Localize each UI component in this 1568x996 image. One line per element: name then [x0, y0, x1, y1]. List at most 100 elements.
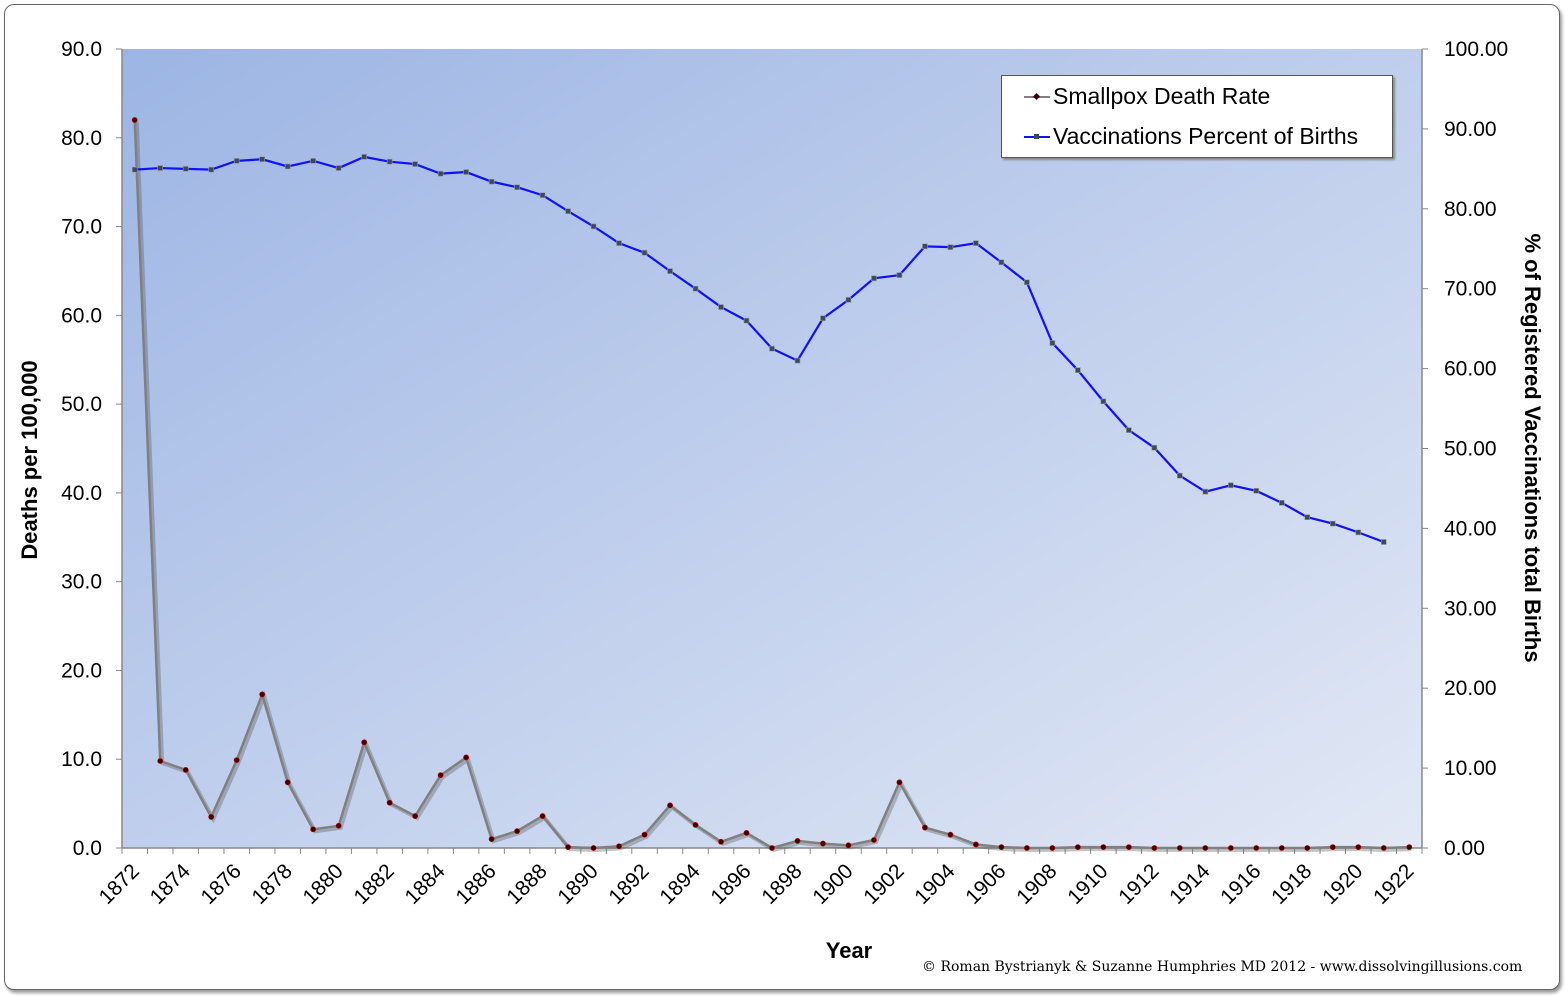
- smallpox-point: [1049, 845, 1056, 851]
- smallpox-point: [845, 842, 852, 849]
- smallpox-point: [947, 831, 954, 838]
- x-tick-label: 1914: [1165, 859, 1215, 909]
- smallpox-point: [871, 837, 877, 843]
- legend-label-vaccinations: Vaccinations Percent of Births: [1053, 123, 1359, 149]
- smallpox-point: [1329, 844, 1336, 851]
- smallpox-point: [794, 837, 801, 844]
- vaccination-point: [820, 315, 826, 322]
- x-tick-label: 1880: [299, 860, 348, 909]
- left-tick-label: 30.0: [61, 571, 102, 594]
- vaccination-point: [718, 304, 724, 310]
- smallpox-point: [182, 766, 189, 773]
- vaccination-point: [131, 166, 138, 173]
- legend-item-smallpox: Smallpox Death Rate: [1024, 83, 1270, 110]
- smallpox-point: [1151, 845, 1158, 851]
- vaccination-point: [692, 285, 699, 292]
- vaccination-point: [1151, 444, 1158, 451]
- right-tick-label: 0.00: [1444, 837, 1485, 860]
- right-tick-label: 10.00: [1444, 757, 1497, 780]
- vaccination-point: [437, 170, 444, 177]
- smallpox-point: [1125, 844, 1132, 851]
- smallpox-point: [641, 831, 648, 838]
- vaccination-point: [463, 169, 469, 175]
- smallpox-point: [718, 838, 724, 845]
- legend-swatch-vaccinations: [1024, 133, 1050, 139]
- x-tick-label: 1920: [1318, 860, 1367, 909]
- smallpox-point: [998, 844, 1005, 851]
- smallpox-point: [310, 826, 317, 833]
- right-tick-label: 60.00: [1444, 358, 1497, 381]
- smallpox-point: [1406, 844, 1413, 851]
- vaccination-point: [539, 192, 546, 199]
- vaccination-point: [361, 154, 367, 160]
- left-axis-title: Deaths per 100,000: [17, 360, 42, 559]
- vaccination-point: [565, 208, 571, 214]
- smallpox-point: [233, 757, 240, 764]
- left-tick-label: 50.0: [61, 393, 102, 416]
- right-tick-label: 30.00: [1444, 597, 1497, 620]
- vaccination-point: [1100, 398, 1107, 405]
- legend-swatch-smallpox: [1024, 92, 1050, 100]
- x-tick-label: 1894: [655, 859, 705, 909]
- vaccination-point: [208, 166, 215, 173]
- vaccination-point: [871, 275, 877, 282]
- x-tick-label: 1916: [1216, 860, 1265, 909]
- vaccination-point: [182, 166, 189, 172]
- vaccination-point: [412, 161, 418, 167]
- x-tick-label: 1898: [757, 860, 806, 909]
- vaccination-point: [1202, 488, 1209, 495]
- vaccination-point: [1075, 367, 1081, 373]
- smallpox-point: [1253, 845, 1260, 851]
- x-tick-label: 1910: [1063, 860, 1112, 909]
- left-tick-label: 0.0: [73, 837, 102, 860]
- vaccination-point: [1253, 488, 1260, 494]
- smallpox-point: [514, 828, 520, 835]
- vaccination-point: [259, 156, 265, 163]
- x-tick-label: 1878: [248, 860, 297, 909]
- smallpox-point: [412, 813, 419, 819]
- vaccination-point: [896, 272, 903, 278]
- smallpox-point: [361, 739, 368, 746]
- smallpox-point: [335, 822, 342, 829]
- vaccination-point: [284, 163, 291, 170]
- smallpox-point: [1227, 845, 1234, 851]
- vaccination-point: [845, 297, 852, 303]
- x-tick-label: 1884: [401, 859, 451, 909]
- smallpox-point: [259, 691, 266, 698]
- right-axis-title: % of Registered Vaccinations total Birth…: [1520, 233, 1545, 662]
- x-tick-label: 1890: [553, 860, 602, 909]
- smallpox-point: [590, 845, 597, 851]
- vaccination-point: [335, 165, 342, 171]
- vaccination-point: [1024, 279, 1030, 286]
- vaccination-point: [233, 158, 240, 164]
- left-tick-label: 80.0: [61, 127, 102, 150]
- vaccination-point: [488, 178, 495, 185]
- smallpox-point: [1202, 845, 1209, 851]
- left-tick-label: 10.0: [61, 748, 102, 771]
- x-tick-label: 1906: [961, 860, 1010, 909]
- vaccination-point: [1380, 539, 1387, 545]
- legend: Smallpox Death Rate Vaccinations Percent…: [1001, 75, 1393, 158]
- smallpox-point: [616, 843, 622, 850]
- plot-area: [122, 49, 1422, 848]
- vaccination-point: [1049, 340, 1056, 346]
- vaccination-point: [514, 184, 520, 191]
- left-tick-label: 40.0: [61, 482, 102, 505]
- vaccination-point: [743, 317, 750, 324]
- vaccination-point: [1355, 529, 1362, 536]
- x-tick-label: 1882: [350, 860, 399, 909]
- vaccination-point: [794, 357, 801, 364]
- right-tick-label: 20.00: [1444, 677, 1497, 700]
- left-tick-label: 90.0: [61, 38, 102, 61]
- smallpox-point: [820, 840, 826, 847]
- smallpox-point: [488, 836, 495, 843]
- vaccination-point: [667, 268, 673, 274]
- legend-item-vaccinations: Vaccinations Percent of Births: [1024, 123, 1358, 150]
- legend-label-smallpox: Smallpox Death Rate: [1053, 83, 1271, 109]
- smallpox-point: [973, 841, 979, 848]
- left-tick-label: 20.0: [61, 659, 102, 682]
- vaccination-point: [1177, 472, 1183, 479]
- smallpox-point: [157, 758, 164, 764]
- right-tick-label: 40.00: [1444, 517, 1497, 540]
- vaccination-point: [1304, 514, 1311, 521]
